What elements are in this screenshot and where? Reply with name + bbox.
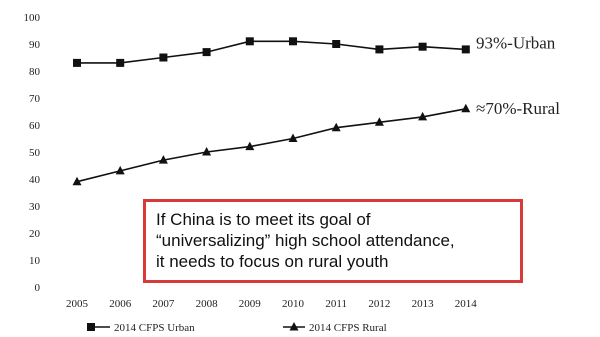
legend-marker-square bbox=[87, 323, 95, 331]
data-point-triangle bbox=[288, 133, 298, 142]
annotation-line-1: If China is to meet its goal of bbox=[156, 210, 371, 229]
data-point-square bbox=[289, 37, 297, 46]
x-axis: 2005 2006 2007 2008 2009 2010 2011 2012 2013 2014 bbox=[66, 298, 477, 310]
series-line-2 bbox=[76, 108, 466, 183]
series-line-1 bbox=[77, 40, 466, 64]
annotation-box: If China is to meet its goal of “univers… bbox=[143, 199, 523, 283]
data-point-square bbox=[73, 58, 81, 67]
data-point-square bbox=[245, 37, 254, 46]
data-point-triangle bbox=[418, 111, 428, 121]
data-point-square bbox=[116, 58, 125, 67]
y-tick-label: 0 bbox=[35, 282, 41, 294]
y-tick-label: 70 bbox=[29, 93, 41, 105]
data-point-square bbox=[159, 53, 168, 62]
x-tick-label: 2010 bbox=[282, 298, 305, 310]
data-point-triangle bbox=[202, 147, 212, 156]
x-tick-label: 2005 bbox=[66, 298, 89, 310]
x-tick-label: 2009 bbox=[239, 298, 262, 310]
y-tick-label: 80 bbox=[29, 66, 41, 78]
end-label-series-2: ≈70%-Rural bbox=[476, 99, 560, 118]
legend-label-1: 2014 CFPS Urban bbox=[114, 322, 195, 334]
y-tick-label: 40 bbox=[29, 174, 41, 186]
data-point-triangle bbox=[245, 141, 255, 151]
y-tick-label: 20 bbox=[29, 228, 41, 240]
y-tick-label: 50 bbox=[29, 147, 41, 159]
y-tick-label: 60 bbox=[29, 120, 41, 132]
data-point-square bbox=[332, 40, 341, 48]
x-tick-label: 2007 bbox=[152, 298, 175, 310]
annotation-line-2: “universalizing” high school attendance, bbox=[156, 231, 455, 250]
x-tick-label: 2014 bbox=[455, 298, 478, 310]
data-point-triangle bbox=[461, 103, 471, 113]
x-tick-label: 2006 bbox=[109, 298, 132, 310]
annotation-line-3: it needs to focus on rural youth bbox=[156, 252, 389, 271]
data-point-triangle bbox=[331, 122, 341, 132]
y-tick-label: 90 bbox=[29, 39, 41, 51]
data-point-square bbox=[375, 45, 384, 54]
data-point-triangle bbox=[72, 176, 82, 186]
end-label-series-1: 93%-Urban bbox=[476, 33, 556, 52]
x-tick-label: 2008 bbox=[196, 298, 219, 310]
y-tick-label: 10 bbox=[29, 255, 41, 267]
data-point-square bbox=[202, 48, 211, 57]
end-labels: 93%-Urban ≈70%-Rural bbox=[476, 33, 560, 117]
data-point-triangle bbox=[158, 155, 168, 164]
data-point-square bbox=[418, 42, 427, 51]
y-tick-label: 30 bbox=[29, 201, 41, 213]
data-point-triangle bbox=[115, 165, 125, 175]
legend-marker-triangle bbox=[289, 322, 299, 331]
series-layer bbox=[72, 37, 471, 186]
y-axis: 0 10 20 30 40 50 60 70 80 90 100 bbox=[24, 12, 41, 294]
legend-label-2: 2014 CFPS Rural bbox=[309, 322, 387, 334]
legend: 2014 CFPS Urban 2014 CFPS Rural bbox=[87, 322, 387, 334]
x-tick-label: 2013 bbox=[412, 298, 435, 310]
x-tick-label: 2012 bbox=[368, 298, 390, 310]
x-tick-label: 2011 bbox=[325, 298, 347, 310]
data-point-triangle bbox=[374, 117, 384, 126]
data-point-square bbox=[461, 45, 470, 54]
y-tick-label: 100 bbox=[24, 12, 41, 24]
